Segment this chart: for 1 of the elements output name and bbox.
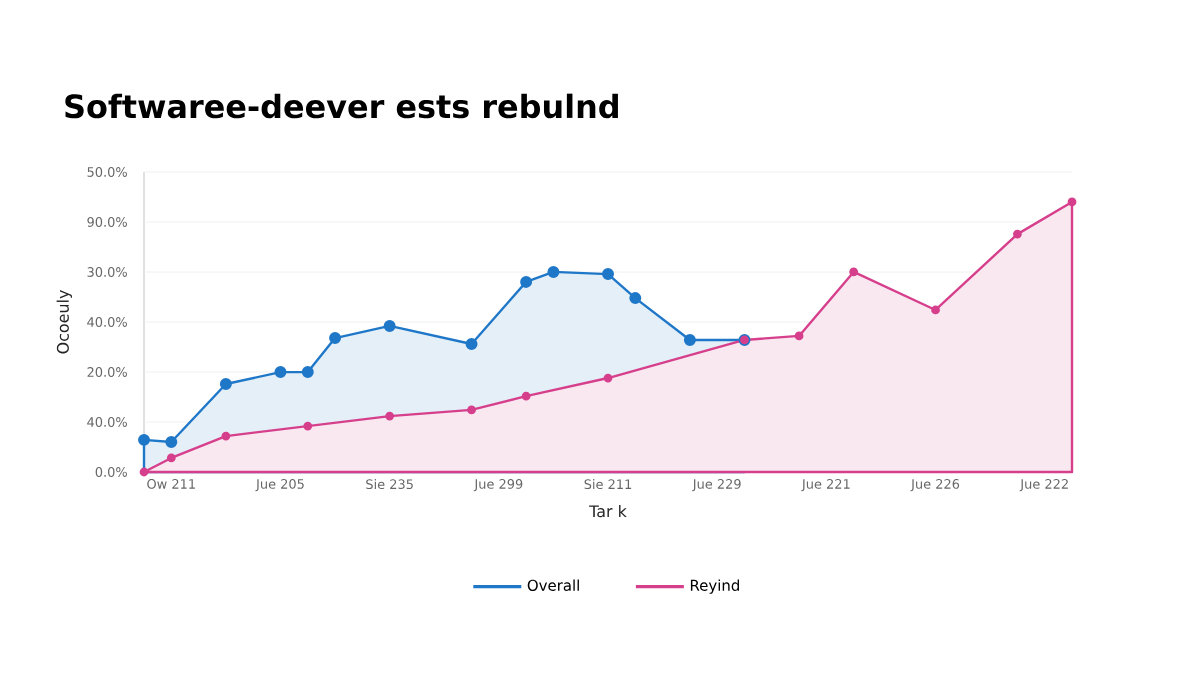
chart-title: Softwaree-deever ests rebulnd — [65, 93, 618, 119]
